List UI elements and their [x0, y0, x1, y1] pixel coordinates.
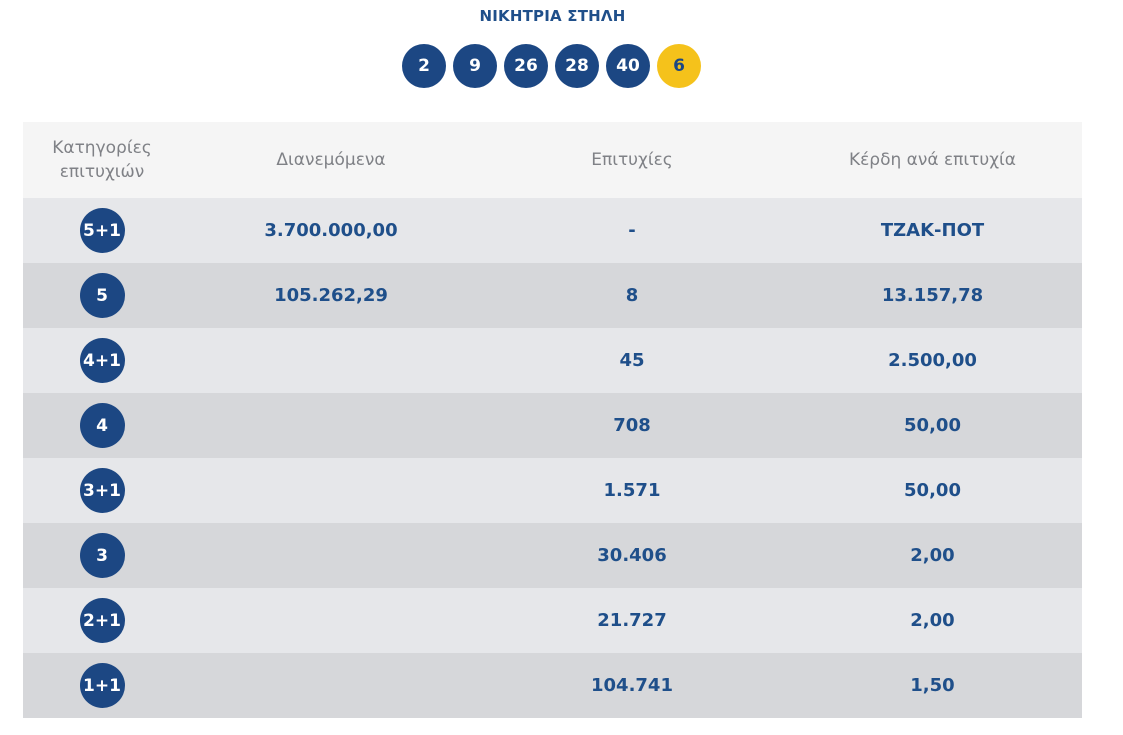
table-row: 1+1 104.741 1,50: [23, 653, 1082, 718]
header-prize: Κέρδη ανά επιτυχία: [848, 150, 1017, 170]
prize-value: 2.500,00: [888, 350, 977, 371]
number-ball: 9: [453, 44, 497, 88]
prize-value: 50,00: [904, 480, 961, 501]
winners-value: 45: [619, 350, 645, 371]
table-row: 2+1 21.727 2,00: [23, 588, 1082, 653]
prize-value: 2,00: [910, 610, 955, 631]
distributed-value: 3.700.000,00: [264, 220, 398, 241]
table-row: 3+1 1.571 50,00: [23, 458, 1082, 523]
prize-value: 50,00: [904, 415, 961, 436]
header-category: Κατηγορίες επιτυχιών: [23, 136, 181, 184]
winning-numbers: 2 9 26 28 40 6: [402, 44, 701, 88]
winners-value: 8: [625, 285, 639, 306]
category-badge: 4: [79, 403, 125, 448]
table-row: 3 30.406 2,00: [23, 523, 1082, 588]
table-row: 4+1 45 2.500,00: [23, 328, 1082, 393]
table-row: 5+1 3.700.000,00 - ΤΖΑΚ-ΠΟΤ: [23, 198, 1082, 263]
winners-value: 30.406: [597, 545, 667, 566]
prize-value: 13.157,78: [881, 285, 984, 306]
header-category-line1: Κατηγορίες: [52, 138, 152, 158]
table-row: 4 708 50,00: [23, 393, 1082, 458]
number-ball: 26: [504, 44, 548, 88]
header-distributed: Διανεμόμενα: [276, 150, 386, 170]
header-category-line2: επιτυχιών: [59, 162, 145, 182]
winners-value: 708: [613, 415, 651, 436]
header-winners: Επιτυχίες: [591, 150, 673, 170]
category-badge: 5: [79, 273, 125, 318]
category-badge: 4+1: [79, 338, 125, 383]
category-badge: 2+1: [79, 598, 125, 643]
winners-value: -: [628, 220, 636, 241]
table-header: Κατηγορίες επιτυχιών Διανεμόμενα Επιτυχί…: [23, 122, 1082, 198]
number-ball: 2: [402, 44, 446, 88]
table-row: 5 105.262,29 8 13.157,78: [23, 263, 1082, 328]
number-ball: 40: [606, 44, 650, 88]
prize-value: 1,50: [910, 675, 955, 696]
category-badge: 5+1: [79, 208, 125, 253]
prize-value: ΤΖΑΚ-ΠΟΤ: [880, 220, 985, 241]
winners-value: 1.571: [603, 480, 661, 501]
category-badge: 3+1: [79, 468, 125, 513]
distributed-value: 105.262,29: [274, 285, 388, 306]
results-table: Κατηγορίες επιτυχιών Διανεμόμενα Επιτυχί…: [23, 122, 1082, 718]
winners-value: 104.741: [591, 675, 673, 696]
winners-value: 21.727: [597, 610, 667, 631]
category-badge: 1+1: [79, 663, 125, 708]
bonus-ball: 6: [657, 44, 701, 88]
number-ball: 28: [555, 44, 599, 88]
category-badge: 3: [79, 533, 125, 578]
winning-column-title: ΝΙΚΗΤΡΙΑ ΣΤΗΛΗ: [479, 7, 626, 25]
prize-value: 2,00: [910, 545, 955, 566]
